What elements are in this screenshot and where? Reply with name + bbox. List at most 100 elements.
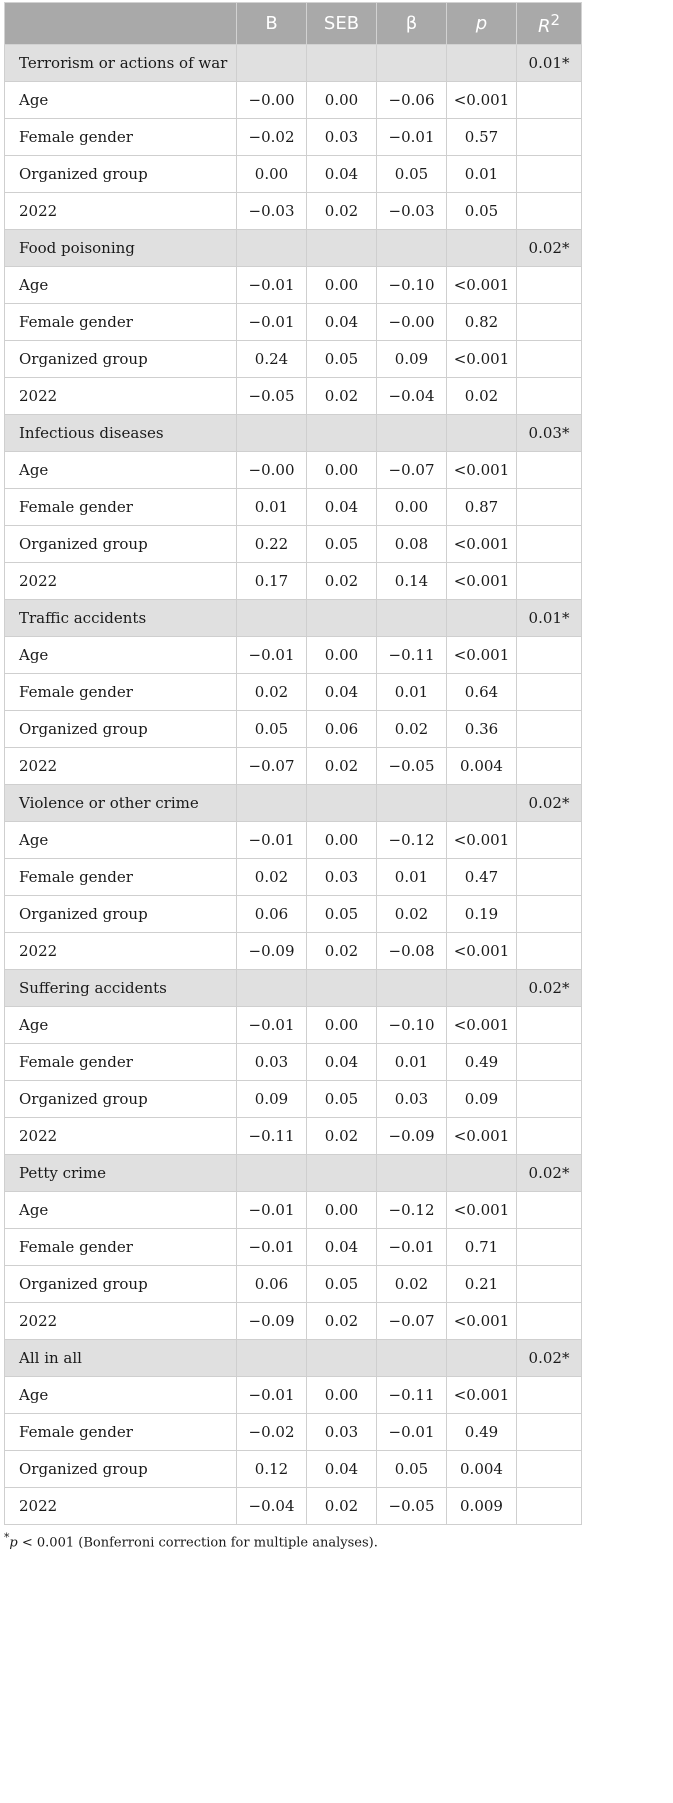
- seb-value: 0.05: [306, 525, 377, 563]
- seb-value: 0.02: [306, 1117, 377, 1155]
- b-value: 0.12: [236, 1450, 307, 1488]
- beta-value: 0.01: [376, 1043, 447, 1081]
- seb-value: 0.02: [306, 1487, 377, 1525]
- group-row: Suffering accidents 0.02*: [4, 969, 582, 1007]
- seb-value: 0.04: [306, 1228, 377, 1266]
- empty-cell: [446, 229, 517, 267]
- seb-value: 0.02: [306, 1302, 377, 1340]
- beta-value: −0.03: [376, 192, 447, 230]
- header-p: p: [446, 2, 517, 45]
- table-row: Female gender 0.01 0.04 0.00 0.87: [4, 488, 582, 526]
- seb-value: 0.06: [306, 710, 377, 748]
- seb-value: 0.00: [306, 451, 377, 489]
- empty-cell: [236, 1154, 307, 1192]
- b-value: −0.01: [236, 266, 307, 304]
- empty-cell: [236, 599, 307, 637]
- predictor-label: Organized group: [4, 1080, 237, 1118]
- predictor-label: 2022: [4, 932, 237, 970]
- seb-value: 0.05: [306, 340, 377, 378]
- empty-cell: [446, 1154, 517, 1192]
- group-row: Food poisoning 0.02*: [4, 229, 582, 267]
- group-row: Petty crime 0.02*: [4, 1154, 582, 1192]
- seb-value: 0.02: [306, 562, 377, 600]
- empty-cell: [306, 784, 377, 822]
- empty-cell: [516, 1302, 582, 1340]
- empty-cell: [516, 747, 582, 785]
- beta-value: 0.02: [376, 1265, 447, 1303]
- empty-cell: [446, 44, 517, 82]
- beta-value: 0.09: [376, 340, 447, 378]
- r2-value: 0.02*: [516, 784, 582, 822]
- empty-cell: [236, 414, 307, 452]
- empty-cell: [516, 821, 582, 859]
- b-value: −0.11: [236, 1117, 307, 1155]
- footnote-text: < 0.001 (Bonferroni correction for multi…: [17, 1535, 378, 1551]
- empty-cell: [516, 1413, 582, 1451]
- seb-value: 0.04: [306, 155, 377, 193]
- predictor-label: Organized group: [4, 1450, 237, 1488]
- predictor-label: Female gender: [4, 303, 237, 341]
- empty-cell: [306, 1154, 377, 1192]
- seb-value: 0.03: [306, 1413, 377, 1451]
- beta-value: −0.09: [376, 1117, 447, 1155]
- p-value: <0.001: [446, 1191, 517, 1229]
- beta-value: 0.14: [376, 562, 447, 600]
- b-value: 0.24: [236, 340, 307, 378]
- empty-cell: [446, 414, 517, 452]
- r2-value: 0.01*: [516, 44, 582, 82]
- b-value: −0.01: [236, 636, 307, 674]
- r2-value: 0.02*: [516, 1154, 582, 1192]
- b-value: 0.05: [236, 710, 307, 748]
- empty-cell: [236, 229, 307, 267]
- b-value: −0.01: [236, 303, 307, 341]
- empty-cell: [516, 710, 582, 748]
- seb-value: 0.04: [306, 1450, 377, 1488]
- empty-cell: [376, 229, 447, 267]
- regression-table: B SEB β p R2 Terrorism or actions of war…: [4, 2, 582, 1525]
- p-value: 0.36: [446, 710, 517, 748]
- group-row: Traffic accidents 0.01*: [4, 599, 582, 637]
- table-row: Age −0.01 0.00 −0.12 <0.001: [4, 1191, 582, 1229]
- predictor-label: Organized group: [4, 710, 237, 748]
- table-row: Age −0.00 0.00 −0.06 <0.001: [4, 81, 582, 119]
- empty-cell: [376, 599, 447, 637]
- seb-value: 0.00: [306, 1191, 377, 1229]
- b-value: −0.00: [236, 451, 307, 489]
- table-row: Female gender −0.01 0.04 −0.00 0.82: [4, 303, 582, 341]
- predictor-label: Age: [4, 266, 237, 304]
- group-row: All in all 0.02*: [4, 1339, 582, 1377]
- predictor-label: Organized group: [4, 155, 237, 193]
- empty-cell: [516, 303, 582, 341]
- predictor-label: Female gender: [4, 1043, 237, 1081]
- p-value: 0.09: [446, 1080, 517, 1118]
- beta-value: 0.05: [376, 155, 447, 193]
- beta-value: −0.07: [376, 451, 447, 489]
- seb-value: 0.04: [306, 673, 377, 711]
- table-row: Female gender −0.01 0.04 −0.01 0.71: [4, 1228, 582, 1266]
- empty-cell: [516, 488, 582, 526]
- p-value: <0.001: [446, 525, 517, 563]
- table-row: Organized group 0.00 0.04 0.05 0.01: [4, 155, 582, 193]
- beta-value: −0.11: [376, 1376, 447, 1414]
- r2-value: 0.02*: [516, 1339, 582, 1377]
- p-value: 0.49: [446, 1043, 517, 1081]
- seb-value: 0.04: [306, 488, 377, 526]
- predictor-label: Female gender: [4, 118, 237, 156]
- seb-value: 0.03: [306, 858, 377, 896]
- b-value: −0.09: [236, 932, 307, 970]
- table-row: Female gender 0.03 0.04 0.01 0.49: [4, 1043, 582, 1081]
- predictor-label: Female gender: [4, 858, 237, 896]
- beta-value: −0.01: [376, 1228, 447, 1266]
- p-value: <0.001: [446, 562, 517, 600]
- beta-value: −0.07: [376, 1302, 447, 1340]
- empty-cell: [516, 1228, 582, 1266]
- predictor-label: 2022: [4, 747, 237, 785]
- group-row: Infectious diseases 0.03*: [4, 414, 582, 452]
- empty-cell: [446, 784, 517, 822]
- predictor-label: 2022: [4, 1117, 237, 1155]
- seb-value: 0.00: [306, 821, 377, 859]
- table-row: Age −0.01 0.00 −0.11 <0.001: [4, 1376, 582, 1414]
- empty-cell: [446, 969, 517, 1007]
- header-row: B SEB β p R2: [4, 2, 582, 45]
- empty-cell: [516, 377, 582, 415]
